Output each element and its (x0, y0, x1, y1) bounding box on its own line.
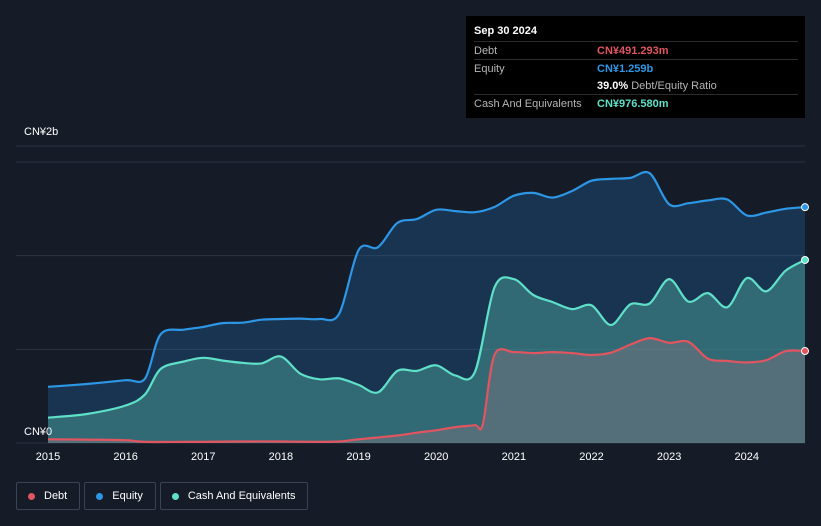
y-tick-label: CN¥0 (24, 426, 52, 438)
x-tick-label: 2024 (735, 451, 759, 463)
tooltip-debt-row: Debt CN¥491.293m (474, 41, 798, 59)
debt-line (47, 336, 806, 444)
legend-item-cash[interactable]: Cash And Equivalents (159, 482, 309, 510)
legend-debt-label: Debt (44, 490, 68, 502)
chart-lines (47, 170, 806, 444)
legend-cash-label: Cash And Equivalents (187, 490, 296, 502)
x-tick-label: 2016 (113, 451, 137, 463)
chart-areas (48, 171, 805, 443)
x-tick-label: 2015 (36, 451, 60, 463)
cash-legend-dot-icon (171, 492, 179, 500)
x-tick-label: 2023 (657, 451, 681, 463)
tooltip-equity-value: CN¥1.259b (597, 62, 654, 75)
debt-end-marker (801, 347, 809, 356)
tooltip-ratio-row: 39.0% Debt/Equity Ratio (474, 77, 798, 94)
x-tick-label: 2017 (191, 451, 215, 463)
chart-grid (16, 145, 805, 444)
debt-area (48, 338, 805, 443)
cash-end-marker (801, 255, 809, 264)
tooltip-debt-label: Debt (474, 44, 498, 57)
tooltip-panel: Sep 30 2024 Debt CN¥491.293m Equity CN¥1… (466, 16, 805, 118)
equity-end-marker (801, 203, 809, 212)
chart-end-markers (801, 203, 809, 356)
x-tick-label: 2022 (579, 451, 603, 463)
tooltip-ratio-value: 39.0% (597, 79, 629, 92)
chart-legend: Debt Equity Cash And Equivalents (16, 482, 309, 510)
legend-item-debt[interactable]: Debt (16, 482, 81, 510)
cash-line (47, 259, 806, 419)
tooltip-equity-row: Equity CN¥1.259b (474, 59, 798, 77)
tooltip-cash-value: CN¥976.580m (597, 97, 669, 110)
x-tick-label: 2020 (424, 451, 448, 463)
y-tick-label: CN¥2b (24, 126, 58, 138)
tooltip-debt-value: CN¥491.293m (597, 44, 669, 57)
tooltip-date: Sep 30 2024 (474, 25, 537, 37)
x-tick-label: 2018 (269, 451, 293, 463)
tooltip-cash-label: Cash And Equivalents (474, 97, 582, 110)
equity-line (47, 170, 806, 388)
x-tick-label: 2019 (346, 451, 370, 463)
y-axis-ticks: CN¥2b CN¥0 (24, 126, 58, 438)
tooltip-equity-label: Equity (474, 62, 505, 75)
tooltip-cash-row: Cash And Equivalents CN¥976.580m (474, 94, 798, 112)
x-axis-ticks: 2015 2016 2017 2018 2019 2020 2021 2022 2023 2024 (36, 451, 759, 463)
legend-equity-label: Equity (112, 490, 143, 502)
equity-area (48, 171, 805, 443)
cash-area (48, 260, 805, 443)
debt-legend-dot-icon (28, 492, 35, 500)
x-tick-label: 2021 (502, 451, 526, 463)
legend-item-equity[interactable]: Equity (84, 482, 156, 510)
equity-legend-dot-icon (96, 492, 104, 500)
tooltip-ratio-label: Debt/Equity Ratio (631, 79, 717, 92)
